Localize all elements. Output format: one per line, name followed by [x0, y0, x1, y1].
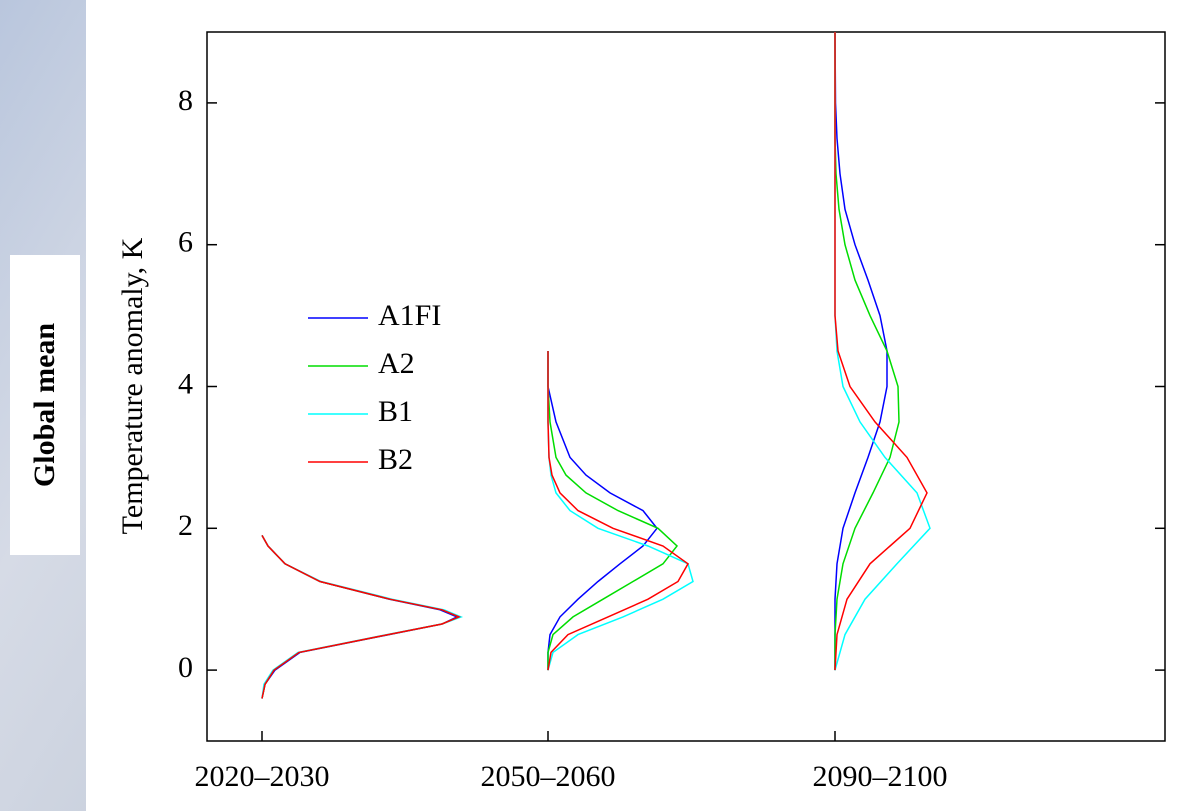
legend-label: B1: [378, 395, 413, 428]
legend-label: B2: [378, 443, 413, 476]
density-curve: [261, 535, 461, 699]
x-tick-label: 2050–2060: [481, 760, 616, 793]
y-tick-label: 4: [178, 367, 193, 400]
chart-background: [86, 0, 1188, 811]
y-tick-label: 6: [178, 226, 193, 259]
legend-label: A2: [378, 347, 415, 380]
legend-label: A1FI: [378, 299, 441, 332]
x-tick-label: 2090–2100: [813, 760, 948, 793]
y-tick-label: 2: [178, 509, 193, 542]
side-label-box: Global mean: [10, 255, 80, 555]
density-curve: [834, 31, 888, 671]
density-curve: [547, 351, 679, 671]
y-axis-label: Temperature anomaly, K: [116, 237, 149, 534]
density-curve: [834, 32, 928, 671]
density-curve: [834, 32, 900, 671]
density-curve: [547, 351, 658, 671]
y-tick-label: 0: [178, 651, 193, 684]
y-tick-label: 8: [178, 84, 193, 117]
density-curve: [547, 351, 689, 671]
x-tick-label: 2020–2030: [195, 760, 330, 793]
